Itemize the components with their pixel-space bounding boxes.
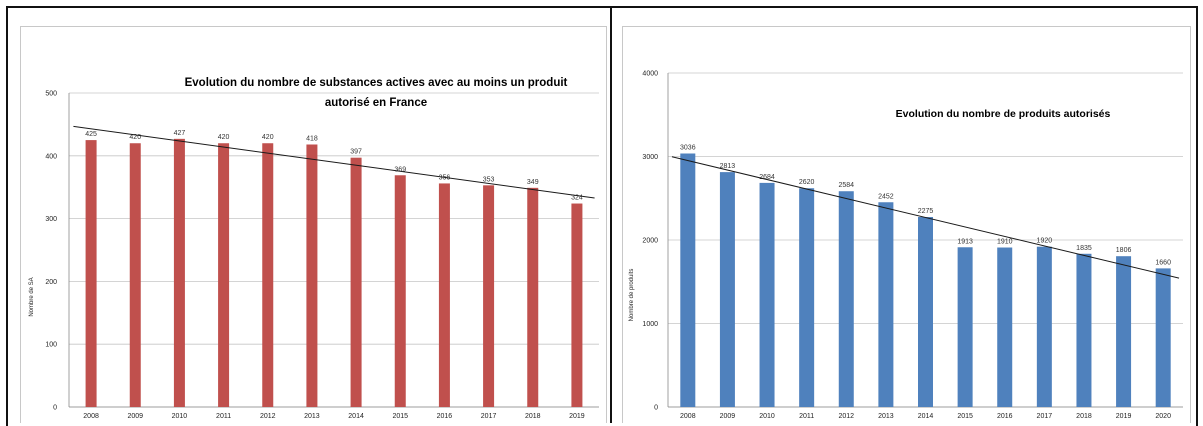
bar-value-label: 2452 xyxy=(878,193,894,200)
bar xyxy=(1076,253,1092,407)
bar-value-label: 418 xyxy=(306,135,318,142)
bar-value-label: 397 xyxy=(350,149,362,156)
bar-value-label: 324 xyxy=(571,195,583,202)
bar xyxy=(571,203,583,407)
bar-value-label: 353 xyxy=(483,176,495,183)
chart-title-line: Evolution du nombre de substances active… xyxy=(185,77,568,89)
x-tick-label: 2020 xyxy=(1155,413,1171,420)
x-tick-label: 2012 xyxy=(838,413,854,420)
bar xyxy=(680,153,696,407)
bar xyxy=(1036,246,1052,407)
x-tick-label: 2019 xyxy=(1116,413,1132,420)
bar xyxy=(1155,268,1171,407)
bar-value-label: 1806 xyxy=(1116,247,1132,254)
bar-value-label: 427 xyxy=(174,130,186,137)
y-tick-label: 4000 xyxy=(642,71,658,78)
bar-value-label: 420 xyxy=(218,134,230,141)
bar-value-label: 2620 xyxy=(799,179,815,186)
bar xyxy=(262,143,274,407)
bar xyxy=(438,183,450,407)
bar-value-label: 2684 xyxy=(759,174,775,181)
x-tick-label: 2008 xyxy=(83,413,99,420)
x-tick-label: 2015 xyxy=(957,413,973,420)
x-tick-label: 2019 xyxy=(569,413,585,420)
bar-value-label: 420 xyxy=(262,134,274,141)
bar xyxy=(527,187,539,407)
bar xyxy=(997,247,1013,407)
bar-value-label: 1910 xyxy=(997,239,1013,246)
bar xyxy=(719,172,735,407)
x-tick-label: 2009 xyxy=(127,413,143,420)
x-tick-label: 2015 xyxy=(392,413,408,420)
x-tick-label: 2018 xyxy=(1076,413,1092,420)
y-tick-label: 0 xyxy=(53,405,57,412)
y-tick-label: 3000 xyxy=(642,154,658,161)
chart-title-line: Evolution du nombre de produits autorisé… xyxy=(896,108,1111,120)
x-tick-label: 2008 xyxy=(680,413,696,420)
bar-value-label: 2813 xyxy=(720,163,736,170)
bar-value-label: 2584 xyxy=(838,182,854,189)
x-tick-label: 2010 xyxy=(172,413,188,420)
bar xyxy=(918,217,933,407)
x-tick-label: 2011 xyxy=(799,413,814,420)
trendline xyxy=(73,125,595,199)
bar-value-label: 420 xyxy=(129,134,141,141)
x-tick-label: 2014 xyxy=(918,413,934,420)
x-tick-label: 2013 xyxy=(878,413,894,420)
x-tick-label: 2012 xyxy=(260,413,276,420)
bar xyxy=(306,144,318,407)
bar-value-label: 2275 xyxy=(918,208,934,215)
bar xyxy=(799,188,815,407)
bar-value-label: 369 xyxy=(394,166,406,173)
x-tick-label: 2011 xyxy=(216,413,231,420)
bar xyxy=(878,202,894,407)
y-tick-label: 400 xyxy=(45,153,57,160)
x-tick-label: 2018 xyxy=(525,413,541,420)
x-tick-label: 2009 xyxy=(720,413,736,420)
bar xyxy=(85,140,97,407)
chart-title-line: autorisé en France xyxy=(325,97,427,109)
bar-value-label: 3036 xyxy=(680,144,696,151)
bar-value-label: 1913 xyxy=(957,238,973,245)
y-tick-label: 1000 xyxy=(642,321,658,328)
produits-bar-chart: 0 1000 2000 3000 4000 Nombre de produits 3036 2… xyxy=(629,71,1183,420)
x-tick-label: 2017 xyxy=(481,413,497,420)
bar-value-label: 1920 xyxy=(1037,238,1053,245)
x-tick-label: 2010 xyxy=(759,413,775,420)
bar-value-label: 1660 xyxy=(1155,259,1171,266)
bar xyxy=(759,182,775,407)
bar xyxy=(1116,256,1132,407)
substances-bar-chart: 0 100 200 300 400 500 Nombre de SA 425 2008 420 20… xyxy=(29,77,599,420)
bar xyxy=(350,157,362,407)
y-tick-label: 0 xyxy=(654,405,658,412)
x-tick-label: 2014 xyxy=(348,413,364,420)
image-frame xyxy=(6,6,1198,426)
x-tick-label: 2013 xyxy=(304,413,320,420)
bar xyxy=(483,185,495,407)
bar-value-label: 1835 xyxy=(1076,245,1092,252)
chart-panel-produits: 0 1000 2000 3000 4000 Nombre de produits 3036 2… xyxy=(622,26,1191,423)
bar-value-label: 349 xyxy=(527,179,539,186)
bar-value-label: 425 xyxy=(85,131,97,138)
y-tick-label: 300 xyxy=(45,216,57,223)
x-tick-label: 2016 xyxy=(437,413,453,420)
bar xyxy=(394,175,406,407)
y-tick-label: 100 xyxy=(45,342,57,349)
y-axis-title: Nombre de produits xyxy=(629,269,635,322)
y-axis-title: Nombre de SA xyxy=(29,277,35,316)
y-tick-label: 500 xyxy=(45,91,57,98)
bar xyxy=(173,138,185,407)
bar xyxy=(218,143,230,407)
y-tick-label: 200 xyxy=(45,279,57,286)
bar-value-label: 356 xyxy=(439,174,451,181)
x-tick-label: 2017 xyxy=(1037,413,1053,420)
x-tick-label: 2016 xyxy=(997,413,1013,420)
bar xyxy=(129,143,141,407)
bar xyxy=(957,247,973,407)
frame-divider xyxy=(610,6,612,423)
chart-panel-substances: 0 100 200 300 400 500 Nombre de SA 425 2008 420 20… xyxy=(20,26,607,423)
y-tick-label: 2000 xyxy=(642,238,658,245)
trendline xyxy=(671,156,1180,279)
bar xyxy=(838,191,854,407)
